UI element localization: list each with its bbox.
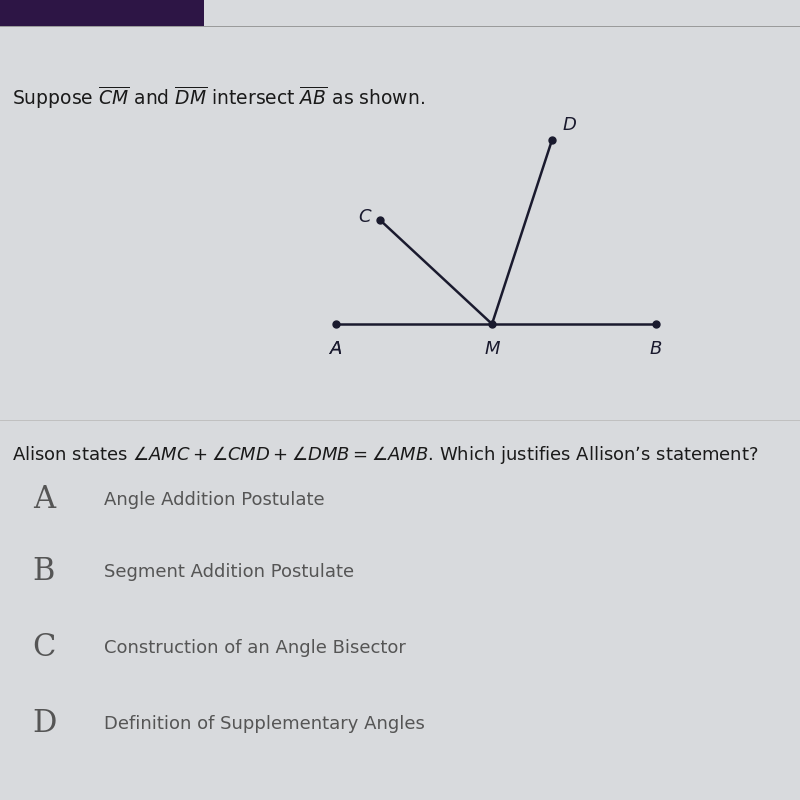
Text: C: C: [32, 633, 56, 663]
Text: A: A: [330, 340, 342, 358]
Text: D: D: [562, 115, 576, 134]
Text: Definition of Supplementary Angles: Definition of Supplementary Angles: [104, 715, 425, 733]
Text: B: B: [650, 340, 662, 358]
Bar: [0, 0, 204, 26]
Text: Alison states $\angle AMC + \angle CMD + \angle DMB = \angle AMB$. Which justifi: Alison states $\angle AMC + \angle CMD +…: [12, 444, 758, 466]
Text: A: A: [33, 485, 55, 515]
Text: Suppose $\overline{CM}$ and $\overline{DM}$ intersect $\overline{AB}$ as shown.: Suppose $\overline{CM}$ and $\overline{D…: [12, 84, 425, 110]
Text: Segment Addition Postulate: Segment Addition Postulate: [104, 563, 354, 581]
Text: Construction of an Angle Bisector: Construction of an Angle Bisector: [104, 639, 406, 657]
Text: B: B: [33, 557, 55, 587]
Text: D: D: [32, 709, 56, 739]
Text: M: M: [484, 340, 500, 358]
Text: C: C: [358, 208, 370, 226]
Text: Angle Addition Postulate: Angle Addition Postulate: [104, 491, 325, 509]
Text: A: A: [330, 340, 342, 358]
